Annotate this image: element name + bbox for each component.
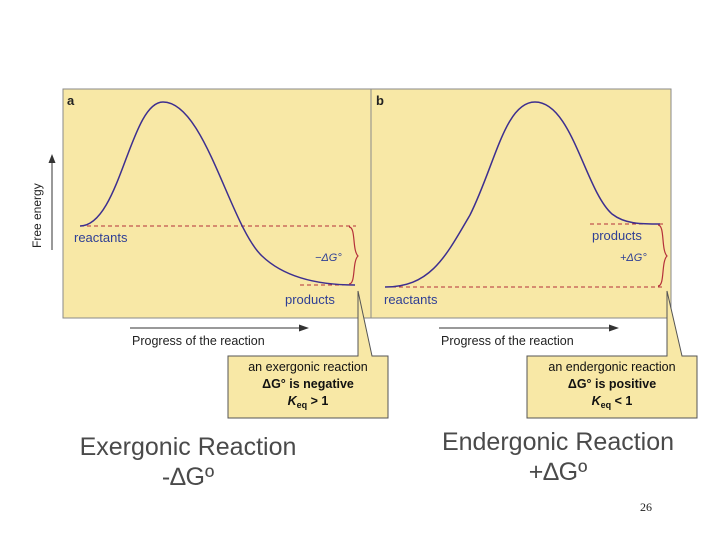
panel-b-brace	[657, 224, 668, 287]
callout-b-line3: Keq < 1	[592, 394, 633, 410]
caption-exergonic-symbol: -∆Gº	[161, 463, 215, 491]
callout-a-k: K	[288, 394, 298, 408]
panel-b-background	[370, 88, 672, 319]
callout-a-k-value: > 1	[307, 394, 328, 408]
callout-b-box	[526, 290, 698, 419]
callout-b-line1: an endergonic reaction	[548, 360, 675, 374]
callout-b-k-value: < 1	[611, 394, 632, 408]
panel-b-products-label: products	[592, 228, 642, 243]
caption-exergonic: Exergonic Reaction -∆Gº	[52, 432, 324, 492]
caption-endergonic-symbol: +∆Gº	[528, 458, 588, 486]
panel-a-brace	[348, 226, 359, 285]
caption-exergonic-title: Exergonic Reaction	[79, 433, 297, 461]
callout-b-k-sub: eq	[601, 400, 612, 410]
callout-b-line2: ΔG° is positive	[568, 377, 656, 391]
panel-a-background	[62, 88, 372, 319]
x-axis-arrowhead-b-icon	[609, 324, 619, 332]
panel-b-reactants-label: reactants	[384, 292, 438, 307]
y-axis-label: Free energy	[30, 183, 44, 248]
panel-a-energy-curve	[79, 101, 356, 286]
x-axis-label-a: Progress of the reaction	[132, 334, 265, 348]
callout-a-line3: Keq > 1	[288, 394, 329, 410]
x-axis-arrowhead-a-icon	[299, 324, 309, 332]
panel-a-label: a	[67, 93, 75, 108]
callout-a-line1: an exergonic reaction	[248, 360, 368, 374]
x-axis-label-b: Progress of the reaction	[441, 334, 574, 348]
caption-endergonic: Endergonic Reaction +∆Gº	[418, 427, 698, 487]
panel-a-delta-g-label: −ΔG°	[315, 252, 342, 264]
y-axis-arrowhead-icon	[48, 154, 56, 163]
caption-endergonic-title: Endergonic Reaction	[441, 428, 675, 456]
callout-a-line2: ΔG° is negative	[262, 377, 354, 391]
panel-a-products-label: products	[285, 292, 335, 307]
panel-b-delta-g-label: +ΔG°	[620, 252, 647, 264]
panel-b-label: b	[376, 93, 384, 108]
page-number: 26	[640, 500, 652, 514]
callout-b-k: K	[592, 394, 602, 408]
panel-a-reactants-label: reactants	[74, 230, 128, 245]
callout-a-k-sub: eq	[297, 400, 308, 410]
panel-b-energy-curve	[384, 101, 661, 288]
callout-a-box	[227, 290, 389, 419]
